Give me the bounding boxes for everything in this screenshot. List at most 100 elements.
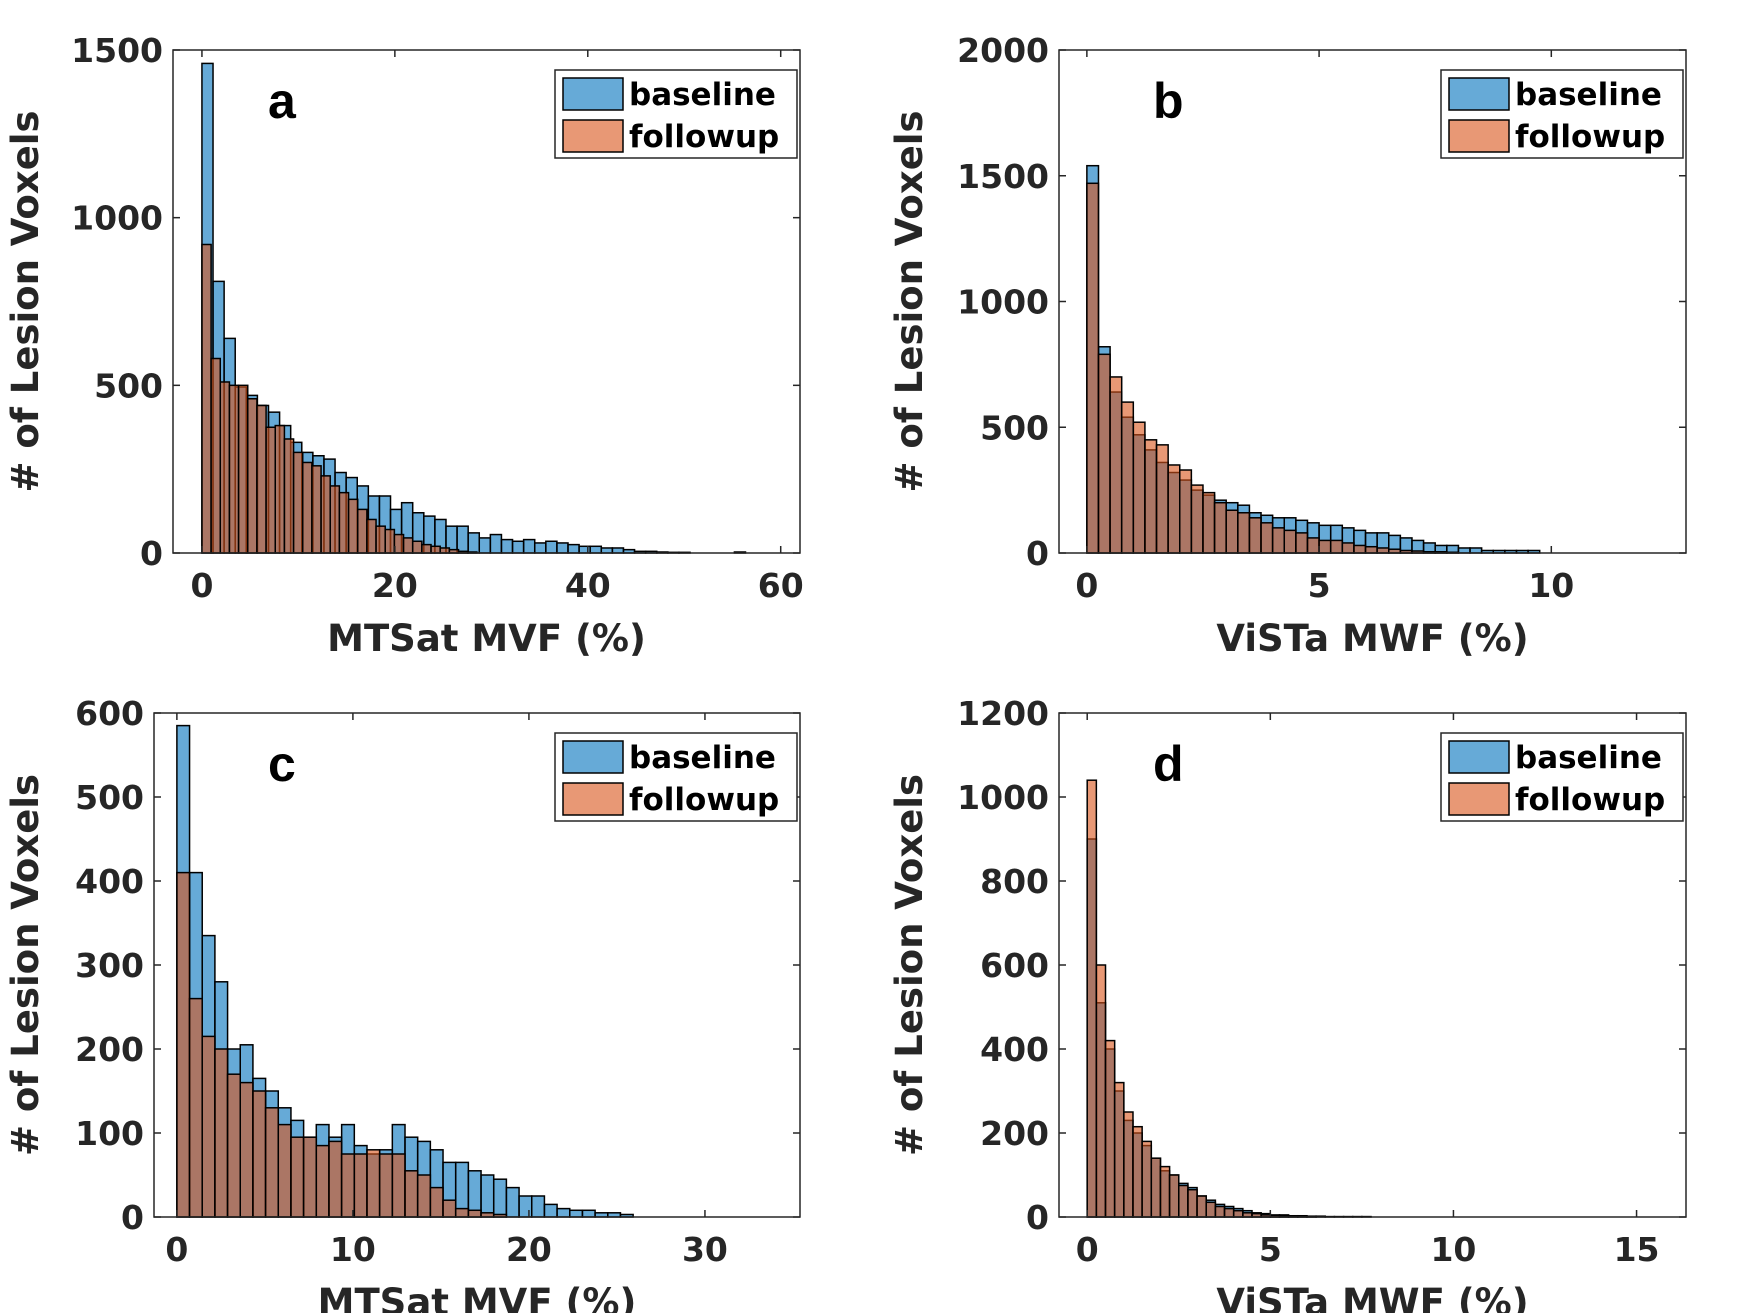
bar-baseline [556,1207,571,1218]
legend: baseline followup [1440,732,1684,822]
bar-followup [1260,522,1274,554]
legend: baseline followup [554,732,798,822]
bar-followup [375,525,386,554]
bar-followup [1205,1201,1217,1218]
legend: baseline followup [1440,69,1684,159]
bar-followup [1113,1081,1125,1218]
legend-label: followup [1515,119,1665,155]
panel-label: a [268,73,297,129]
legend: baseline followup [554,69,798,159]
bar-followup [214,1048,229,1218]
bar-followup [252,1090,267,1218]
panel-label: d [1153,736,1184,792]
bar-followup [1120,401,1135,554]
x-tick-label: 10 [1528,566,1574,605]
bar-followup [1248,517,1262,554]
y-tick-label: 100 [75,1114,144,1153]
bar-followup [1086,182,1100,554]
bar-followup [302,1136,318,1218]
bar-followup [329,485,341,554]
legend-label: followup [629,119,779,155]
bar-followup [1187,1188,1198,1218]
bar-followup [247,397,258,554]
bar-followup [1104,1039,1116,1218]
legend-swatch-followup [562,782,624,816]
bar-followup [201,1035,216,1218]
bar-followup [274,424,286,554]
bar-followup [1306,537,1320,554]
x-axis-label: MTSat MVF (%) [318,1281,637,1313]
legend-label: baseline [1515,740,1662,776]
bar-baseline [518,1195,533,1218]
x-tick-label: 20 [506,1230,552,1269]
bar-followup [1190,484,1204,554]
bar-followup [421,543,432,554]
bar-baseline [467,532,481,554]
bar-followup [454,1207,470,1218]
bar-followup [1232,1209,1244,1218]
bar-followup [391,1153,406,1218]
bar-baseline [1457,547,1471,554]
bar-followup [1196,1195,1207,1218]
bar-followup [1097,353,1111,554]
bar-followup [1150,1157,1162,1218]
legend-swatch-baseline [1448,77,1510,111]
bar-followup [264,1107,280,1218]
bar-followup [402,537,414,554]
legend-label: followup [1515,782,1665,818]
bar-followup [366,1149,381,1218]
bar-followup [338,491,350,554]
x-axis-label: ViSTa MWF (%) [1216,1281,1528,1313]
y-tick-label: 1000 [71,199,163,238]
bar-followup [384,528,396,554]
bar-followup [378,1153,394,1218]
y-tick-label: 300 [75,946,144,985]
x-axis-label: MTSat MVF (%) [327,617,646,660]
y-tick-label: 200 [75,1030,144,1069]
bar-followup [404,1170,419,1218]
bar-followup [1283,529,1297,554]
bar-followup [256,404,267,554]
x-tick-label: 5 [1259,1230,1282,1269]
bar-baseline [567,543,580,554]
y-tick-label: 1500 [71,31,163,70]
legend-swatch-followup [1448,119,1510,153]
bar-followup [1213,501,1227,554]
bar-baseline [489,533,503,554]
legend-swatch-baseline [1448,740,1510,774]
bar-followup [430,545,441,554]
bar-followup [301,461,313,554]
bar-followup [1225,509,1239,554]
bar-followup [201,243,212,554]
legend-swatch-followup [1448,782,1510,816]
bar-followup [1202,491,1216,554]
legend-label: baseline [1515,77,1662,113]
bar-followup [356,508,368,554]
bar-followup [226,1073,242,1218]
bar-followup [1095,964,1107,1218]
bar-followup [237,384,249,554]
y-tick-label: 400 [980,1030,1049,1069]
bar-followup [283,438,295,554]
y-tick-label: 600 [75,694,144,733]
y-tick-label: 2000 [957,31,1049,70]
bar-followup [1167,464,1181,554]
y-tick-label: 600 [980,946,1049,985]
bar-followup [1178,1184,1189,1218]
bar-baseline [511,540,525,554]
panel-a: 0 20 40 60 0 500 1000 1500 MTSat MVF (%) # of Les… [4,31,804,660]
bar-followup [1341,542,1355,554]
bar-followup [1168,1174,1180,1218]
x-tick-label: 5 [1308,566,1331,605]
bar-followup [1271,527,1286,554]
y-tick-label: 0 [121,1198,144,1237]
panel-label: b [1153,73,1184,129]
bar-followup [439,547,451,554]
bar-baseline [480,1174,495,1218]
y-tick-label: 0 [1026,534,1049,573]
bar-followup [292,451,304,554]
axes-box [172,49,801,554]
bar-followup [219,381,231,554]
